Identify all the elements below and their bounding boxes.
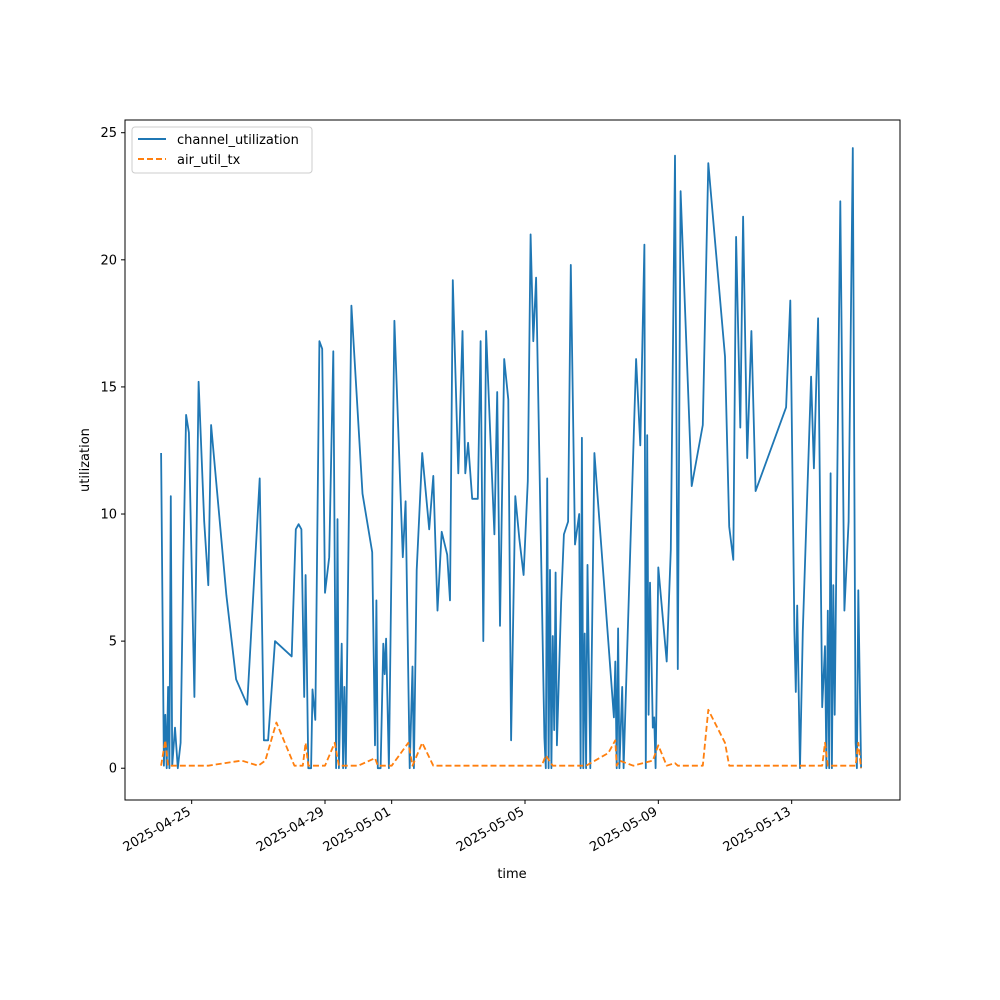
y-tick-label: 15 bbox=[100, 380, 117, 395]
x-axis-label: time bbox=[497, 867, 526, 882]
y-tick-label: 0 bbox=[109, 762, 117, 777]
y-tick-label: 20 bbox=[100, 253, 117, 268]
legend-box bbox=[131, 126, 313, 174]
y-tick-label: 5 bbox=[109, 635, 117, 650]
plot-frame bbox=[124, 119, 901, 801]
y-tick-label: 10 bbox=[100, 508, 117, 523]
series-layer bbox=[160, 147, 862, 770]
legend-label-channel-utilization: channel_utilization bbox=[177, 133, 299, 148]
series-line-channel-utilization bbox=[160, 147, 862, 770]
y-tick-label: 25 bbox=[100, 126, 117, 141]
y-axis-label: utilization bbox=[78, 428, 93, 492]
series-line-air-util-tx bbox=[160, 708, 862, 769]
legend: channel_utilization air_util_tx bbox=[131, 126, 313, 174]
y-axis: 0 5 10 15 20 25 bbox=[100, 126, 125, 777]
legend-label-air-util-tx: air_util_tx bbox=[177, 153, 241, 168]
